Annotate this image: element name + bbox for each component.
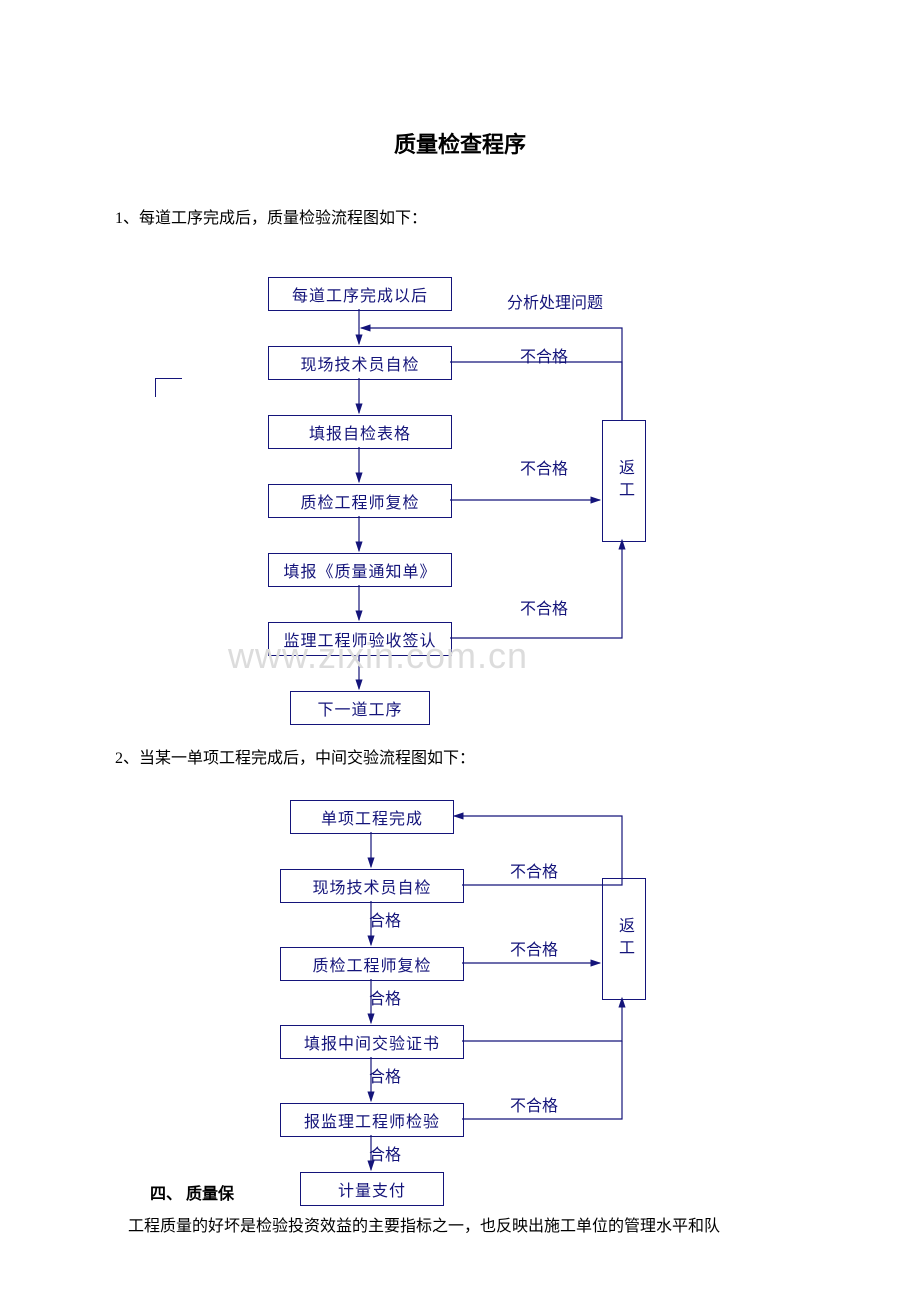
flow2-node-payment: 计量支付 <box>300 1172 444 1206</box>
flow1-node-qc-recheck: 质检工程师复检 <box>268 484 452 518</box>
flow2-label-fail-1: 不合格 <box>508 858 560 882</box>
flow2-node-rework: 返工 <box>602 878 646 1000</box>
flow2-label-pass-2: 合格 <box>367 985 403 1009</box>
flow2-node-supervisor: 报监理工程师检验 <box>280 1103 464 1137</box>
flow1-node-start: 每道工序完成以后 <box>268 277 452 311</box>
flow1-label-fail-1: 不合格 <box>518 343 570 367</box>
flow1-label-analyze: 分析处理问题 <box>505 289 605 313</box>
stale-fragment <box>155 378 182 397</box>
flow1-node-rework: 返工 <box>602 420 646 542</box>
section-1-intro: 1、每道工序完成后，质量检验流程图如下： <box>115 204 427 228</box>
flow2-label-pass-3: 合格 <box>367 1063 403 1087</box>
flow1-label-fail-3: 不合格 <box>518 595 570 619</box>
flow2-node-start: 单项工程完成 <box>290 800 454 834</box>
flow1-node-notice: 填报《质量通知单》 <box>268 553 452 587</box>
page: 质量检查程序 1、每道工序完成后，质量检验流程图如下： 每道工序完成以后 现场技… <box>0 0 920 1302</box>
flow1-connectors <box>0 0 920 760</box>
flow1-node-supervisor: 监理工程师验收签认 <box>268 622 452 656</box>
footer-heading: 四、 质量保 <box>150 1180 234 1204</box>
flow2-node-qc-recheck: 质检工程师复检 <box>280 947 464 981</box>
flow1-node-next: 下一道工序 <box>290 691 430 725</box>
footer-text: 工程质量的好坏是检验投资效益的主要指标之一，也反映出施工单位的管理水平和队 <box>128 1212 808 1236</box>
section-2-intro: 2、当某一单项工程完成后，中间交验流程图如下： <box>115 744 475 768</box>
page-title: 质量检查程序 <box>0 127 920 159</box>
flow2-node-self-check: 现场技术员自检 <box>280 869 464 903</box>
flow2-label-fail-3: 不合格 <box>508 1092 560 1116</box>
flow2-node-cert: 填报中间交验证书 <box>280 1025 464 1059</box>
flow2-label-pass-4: 合格 <box>367 1141 403 1165</box>
flow2-label-fail-2: 不合格 <box>508 936 560 960</box>
flow1-node-fill-form: 填报自检表格 <box>268 415 452 449</box>
flow2-label-pass-1: 合格 <box>367 907 403 931</box>
flow1-node-self-check: 现场技术员自检 <box>268 346 452 380</box>
flow1-label-fail-2: 不合格 <box>518 455 570 479</box>
